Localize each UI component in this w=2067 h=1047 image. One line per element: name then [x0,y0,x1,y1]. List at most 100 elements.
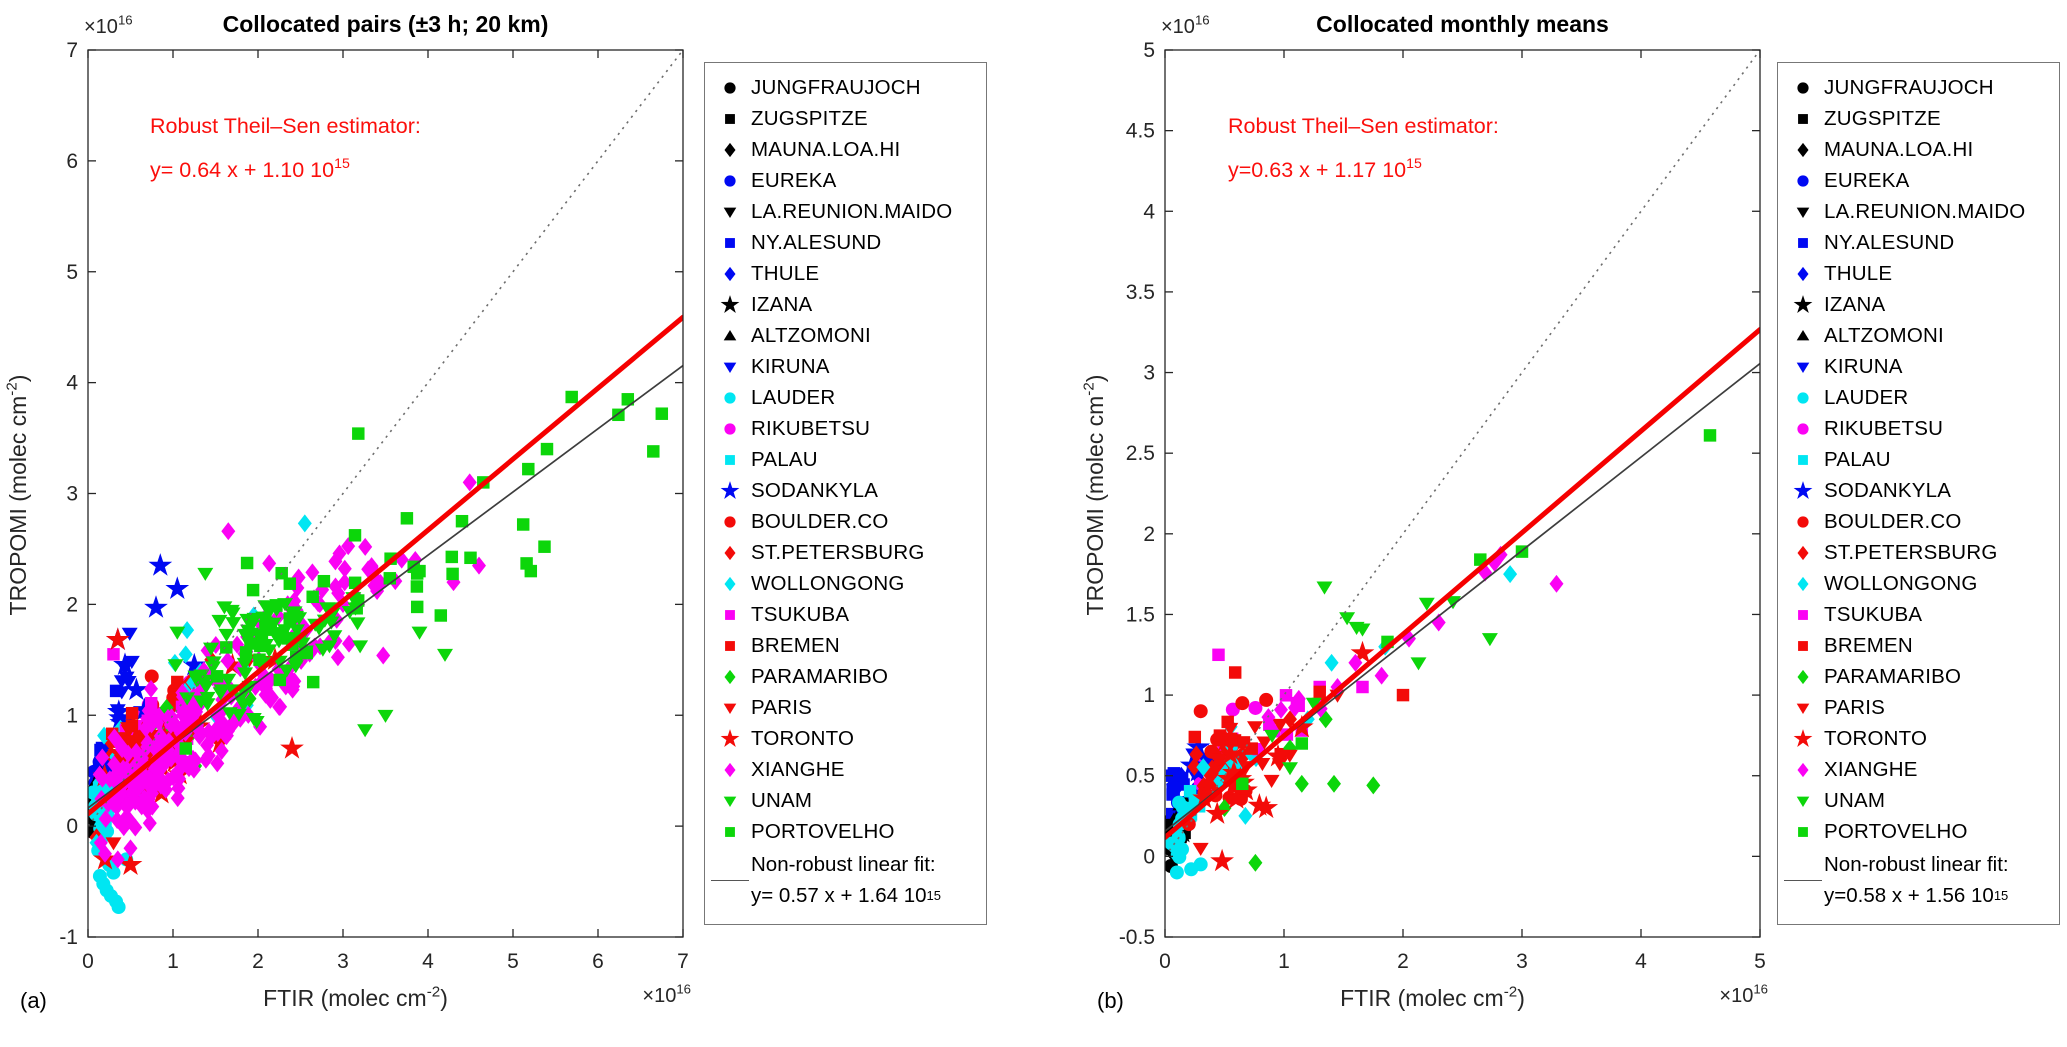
data-point-xianghe [201,722,216,741]
x-tick-label: 4 [1635,950,1647,973]
data-point-unam [314,643,331,657]
legend-label: PARIS [1824,695,1885,719]
y-tick-label: 2 [1143,523,1155,546]
data-point-sodankyla [124,677,149,701]
x-tick-label: 5 [1754,950,1766,973]
data-point-xianghe [186,760,201,779]
y-tick-label: 4 [66,372,78,395]
data-point-unam [319,602,336,616]
data-point-portovelho [621,393,635,406]
data-point-xianghe [171,779,186,798]
data-point-xianghe [123,773,138,792]
x-tick-label: 7 [677,950,689,973]
data-point-portovelho [283,577,297,590]
legend-item-palau: PALAU [1782,444,2055,475]
legend-label: IZANA [751,292,813,316]
data-point-xianghe [128,756,143,775]
data-point-unam [237,667,254,681]
legend-label: THULE [1824,261,1893,285]
x-tick-label: 1 [1278,950,1290,973]
data-point-unam [187,670,204,684]
data-point-xianghe [161,708,175,727]
data-point-xianghe [189,702,204,721]
data-point-sodankyla [1196,747,1221,771]
data-point-paris [1211,753,1228,767]
data-point-xianghe [154,749,169,768]
data-point-xianghe [166,768,181,787]
triup-marker-icon [709,323,751,349]
data-point-portovelho [455,514,469,528]
x-tick-label: 1 [167,950,179,973]
legend-label: ST.PETERSBURG [1824,540,1998,564]
square-marker-icon [1782,602,1824,628]
data-point-unam [326,630,343,644]
data-point-xianghe [200,641,215,660]
data-point-xianghe [315,580,330,599]
diamond-marker-icon [1782,540,1824,566]
data-point-xianghe [163,716,178,734]
y-axis-label: TROPOMI (molec cm-2) [3,375,31,616]
y-tick-label: 0 [1143,845,1155,868]
data-point-xianghe [312,595,327,614]
data-point-xianghe [172,769,187,788]
legend-nonrobust-fit-entry: Non-robust linear fit: y= 0.57 x + 1.64 1… [709,849,982,911]
square-marker-icon [709,230,751,256]
circle-marker-icon [709,168,751,194]
data-point-boulder.co [1235,696,1250,711]
y-tick-label: 7 [66,39,78,62]
diamond-marker-icon [709,757,751,783]
legend-item-kiruna: KIRUNA [709,351,982,382]
data-point-portovelho [446,567,459,581]
diamond-marker-icon [1782,664,1824,690]
data-point-unam [218,628,235,642]
legend-item-paris: PARIS [1782,692,2055,723]
data-point-bremen [125,706,139,720]
data-point-xianghe [278,677,293,696]
data-point-unam [221,707,238,721]
data-point-portovelho [464,551,477,565]
data-point-toronto [1289,714,1314,738]
legend-panel-b: JUNGFRAUJOCH ZUGSPITZE MAUNA.LOA.HI EUREKA L… [1777,62,2060,925]
data-point-unam [225,617,242,631]
fit-lines-a [88,50,683,827]
data-point-xianghe [118,766,133,784]
data-point-xianghe [109,773,124,792]
legend-item-la.reunion.maido: LA.REUNION.MAIDO [1782,196,2055,227]
data-point-xianghe [177,753,192,772]
data-point-xianghe [115,740,130,759]
data-point-xianghe [106,794,121,813]
data-point-lauder [1172,795,1187,810]
circle-marker-icon [1782,168,1824,194]
data-point-sodankyla [113,652,137,675]
data-point-xianghe [394,550,409,569]
data-point-xianghe [364,558,379,577]
data-point-xianghe [122,811,137,829]
theilsen-annotation-line1: Robust Theil–Sen estimator: [150,114,421,138]
data-point-lauder [111,900,126,915]
data-point-xianghe [332,544,347,563]
legend-item-portovelho: PORTOVELHO [1782,816,2055,847]
data-point-xianghe [116,759,131,778]
legend-item-st.petersburg: ST.PETERSBURG [709,537,982,568]
square-marker-icon [709,819,751,845]
legend-item-bremen: BREMEN [709,630,982,661]
x-tick-label: 0 [1159,950,1171,973]
legend-item-unam: UNAM [709,785,982,816]
data-point-xianghe [176,716,191,735]
series-unam [1264,581,1498,776]
legend-label: NY.ALESUND [1824,230,1955,254]
x-axis-scale-label: ×1016 [1719,982,1768,1007]
nonrobust-fit-equation: y= 0.57 x + 1.64 10 15 [751,883,941,907]
legend-label: PALAU [751,447,818,471]
legend-label: JUNGFRAUJOCH [1824,75,1994,99]
data-point-wollongong [1196,758,1211,777]
data-point-unam [193,695,210,709]
nonrobust-fit-label: Non-robust linear fit: [1824,852,2009,876]
legend-item-toronto: TORONTO [709,723,982,754]
legend-item-izana: IZANA [709,289,982,320]
legend-item-tsukuba: TSUKUBA [709,599,982,630]
data-point-xianghe [330,648,345,667]
panel-b: 0 1 2 3 4 5-0.500.511.522.533.544.55Collocate… [1080,11,1768,1013]
data-point-toronto [1224,786,1249,809]
x-axis-scale-label: ×1016 [642,982,691,1007]
